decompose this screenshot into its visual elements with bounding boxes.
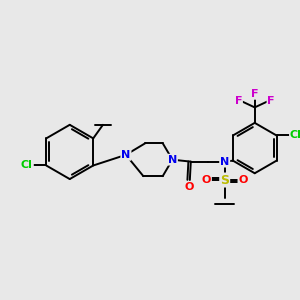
Text: O: O [202, 175, 211, 185]
Text: F: F [251, 89, 259, 99]
Text: Cl: Cl [290, 130, 300, 140]
Text: N: N [121, 150, 130, 160]
Text: Cl: Cl [21, 160, 33, 170]
Text: O: O [184, 182, 194, 192]
Text: F: F [235, 96, 242, 106]
Text: N: N [220, 157, 229, 166]
Text: S: S [220, 173, 229, 187]
Text: O: O [238, 175, 248, 185]
Text: F: F [267, 96, 275, 106]
Text: N: N [168, 155, 177, 165]
